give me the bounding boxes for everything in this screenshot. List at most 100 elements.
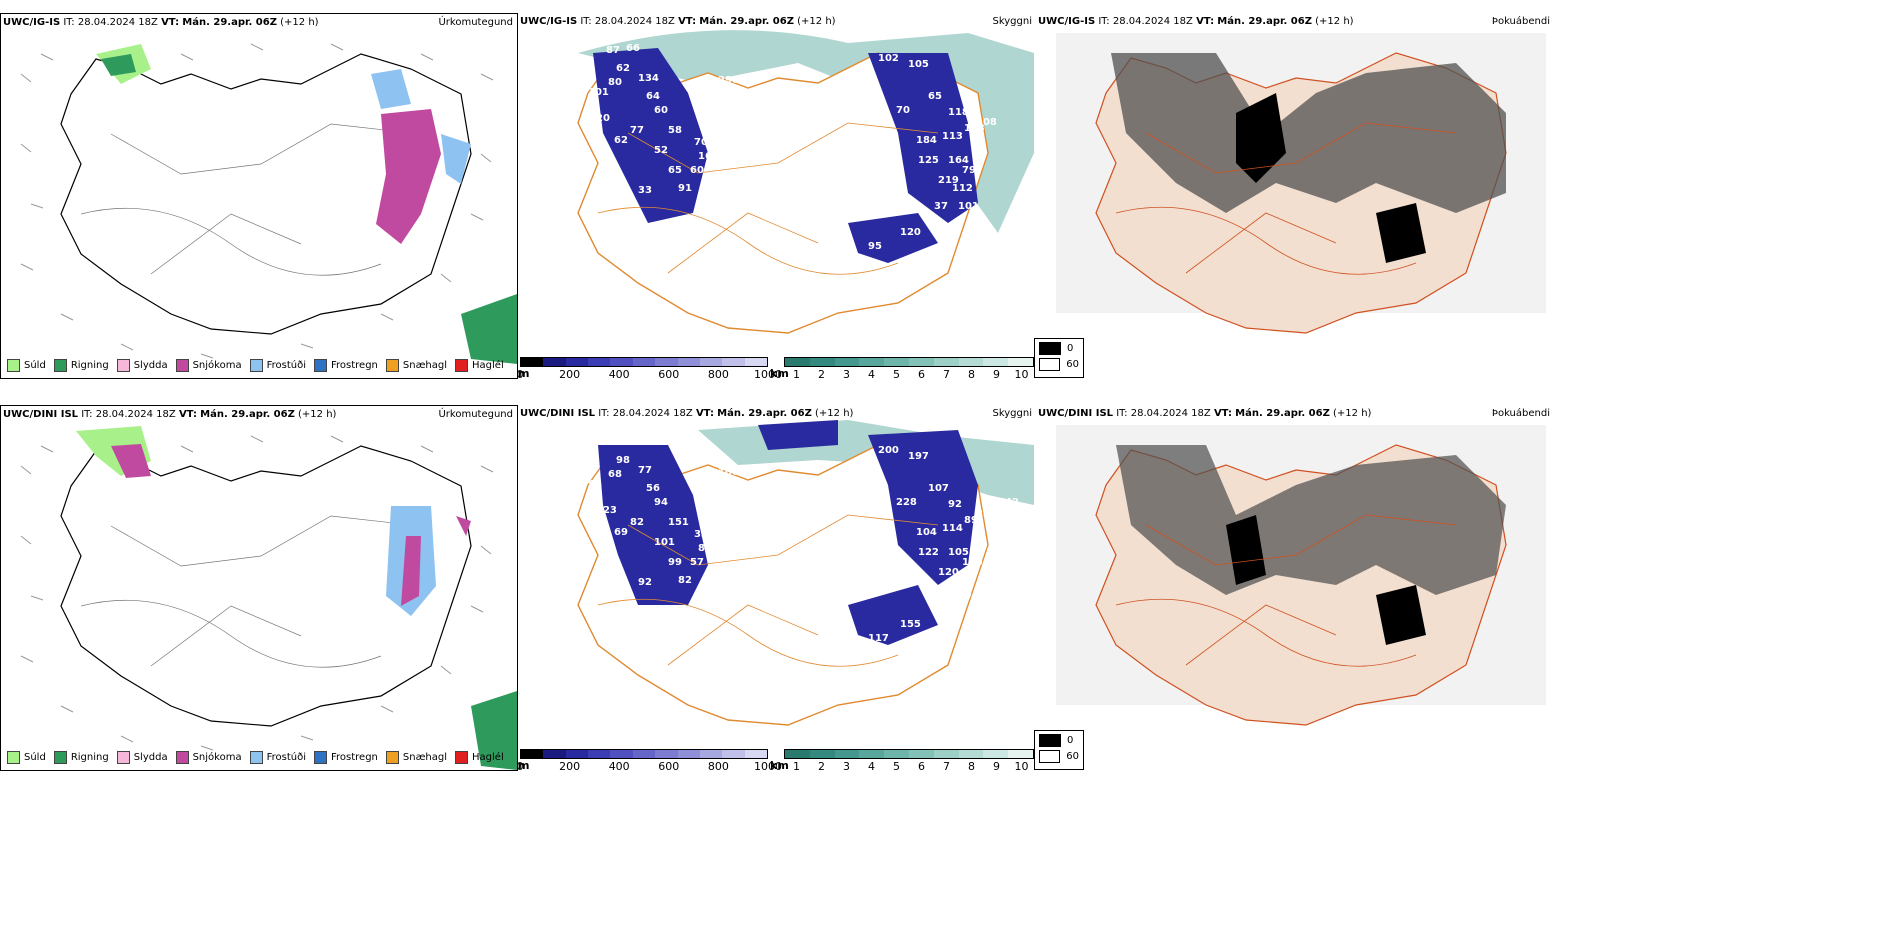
visibility-value: 105 <box>908 59 929 70</box>
colorbar-cell <box>565 358 589 366</box>
colorbar-tick: 2 <box>818 368 825 381</box>
visibility-value: 107 <box>928 483 949 494</box>
legend-swatch <box>7 359 20 372</box>
colorbar-cell <box>809 750 835 758</box>
model-name: UWC/DINI ISL <box>520 408 596 419</box>
panel-title: UWC/IG-IS IT: 28.04.2024 18Z VT: Mán. 29… <box>520 16 836 27</box>
legend-item: Snæhagl <box>385 359 448 372</box>
precip-type-title: Úrkomutegund <box>438 409 513 420</box>
panel-title: UWC/DINI ISL IT: 28.04.2024 18Z VT: Mán.… <box>3 409 336 420</box>
colorbar-tick: 200 <box>559 760 581 773</box>
colorbar-tick: 4 <box>868 760 875 773</box>
visibility-value: 120 <box>900 227 921 238</box>
fog-swatch <box>1039 358 1061 371</box>
vt-label: VT: <box>695 408 714 419</box>
legend-item: Haglél <box>455 359 504 372</box>
legend-swatch <box>175 359 189 372</box>
fog-value: 0 <box>1067 735 1074 746</box>
visibility-value: 98 <box>616 455 630 466</box>
visibility-value: 61 <box>714 155 728 166</box>
legend-item: Slydda <box>116 359 168 372</box>
legend-item: Snæhagl <box>385 751 447 764</box>
colorbar-tick: 8 <box>968 368 975 381</box>
visibility-value: 197 <box>908 451 929 462</box>
colorbar-tick: 6 <box>918 368 925 381</box>
valid-time: Mán. 29.apr. 06Z <box>182 17 277 28</box>
visibility-value: 62 <box>614 135 628 146</box>
visibility-value: 85 <box>976 509 990 520</box>
colorbar-cell <box>834 750 860 758</box>
cloud-base-colorbar-cells <box>520 357 768 367</box>
colorbar-cell <box>933 358 959 366</box>
fog-panel-dini: UWC/DINI ISL IT: 28.04.2024 18Z VT: Mán.… <box>1036 405 1554 771</box>
fog-title: Þokuábendi <box>1491 408 1550 419</box>
visibility-value: 56 <box>646 483 660 494</box>
fog-swatch <box>1039 734 1061 747</box>
visibility-value: 103 <box>934 593 955 604</box>
cloud-base-unit: m <box>518 367 530 380</box>
legend-label: Snæhagl <box>402 360 448 371</box>
visibility-value: 16 <box>698 151 712 162</box>
fog-legend: 0 60 <box>1034 730 1084 770</box>
legend-label: Haglél <box>472 360 504 371</box>
fog-legend-row: 0 <box>1039 342 1079 355</box>
visibility-value: 80 <box>608 77 622 88</box>
colorbar-cell <box>809 358 835 366</box>
colorbar-tick: 0 <box>516 760 524 773</box>
cloud-visibility-panel-dini: 76 73 98 68 77 54 56 94 123 82 69 101 99 57 82 96 100 96 2… <box>516 405 1036 773</box>
legend-label: Slydda <box>133 752 168 763</box>
legend-label: Slydda <box>133 360 168 371</box>
it-label: IT: <box>1098 16 1110 27</box>
visibility-value: 89 <box>728 89 742 100</box>
lead-time: (+12 h) <box>280 17 319 28</box>
colorbar-cell <box>1008 358 1033 366</box>
colorbar-tick: 5 <box>893 760 900 773</box>
colorbar-cell <box>983 750 1009 758</box>
visibility-value: 155 <box>900 619 921 630</box>
visibility-value: 113 <box>942 131 963 142</box>
colorbar-tick: 5 <box>893 368 900 381</box>
lead-time: (+12 h) <box>797 16 836 27</box>
legend-item: Frostregn <box>314 751 378 764</box>
panel-title: UWC/DINI ISL IT: 28.04.2024 18Z VT: Mán.… <box>1038 408 1371 419</box>
visibility-value: 113 <box>878 567 899 578</box>
fog-value: 60 <box>1066 751 1079 762</box>
fog-legend-row: 60 <box>1039 358 1079 371</box>
valid-time: Mán. 29.apr. 06Z <box>717 408 812 419</box>
legend-swatch <box>53 751 67 764</box>
valid-time: Mán. 29.apr. 06Z <box>1217 16 1312 27</box>
it-label: IT: <box>81 409 93 420</box>
visibility-value: 104 <box>916 527 937 538</box>
colorbar-cell <box>655 358 678 366</box>
visibility-value: 99 <box>668 557 682 568</box>
colorbar-tick: 1 <box>793 760 800 773</box>
colorbar-tick: 800 <box>707 760 729 773</box>
colorbar-tick: 3 <box>843 368 850 381</box>
visibility-value: 228 <box>896 497 917 508</box>
visibility-value: 112 <box>952 183 973 194</box>
visibility-value: 175 <box>962 557 983 568</box>
visibility-value: 92 <box>638 577 652 588</box>
fog-swatch <box>1039 750 1061 763</box>
legend-swatch <box>116 359 130 372</box>
lead-time: (+12 h) <box>298 409 337 420</box>
visibility-value: 62 <box>616 63 630 74</box>
visibility-value: 64 <box>646 91 660 102</box>
legend-label: Frostregn <box>331 752 378 763</box>
colorbar-tick: 600 <box>658 368 680 381</box>
legend-swatch <box>249 751 263 764</box>
visibility-value: 95 <box>868 241 882 252</box>
legend-label: Rigning <box>70 360 109 371</box>
colorbar-cell <box>908 750 934 758</box>
panel-title: UWC/IG-IS IT: 28.04.2024 18Z VT: Mán. 29… <box>1038 16 1354 27</box>
precip-type-map-dini <box>20 426 517 770</box>
colorbar-cell <box>610 358 633 366</box>
colorbar-tick: 8 <box>968 760 975 773</box>
visibility-value: 126 <box>986 547 1007 558</box>
cloud-title: Skyggni <box>992 408 1032 419</box>
colorbar-tick: 10 <box>1014 760 1029 773</box>
visibility-value: 102 <box>878 53 899 64</box>
